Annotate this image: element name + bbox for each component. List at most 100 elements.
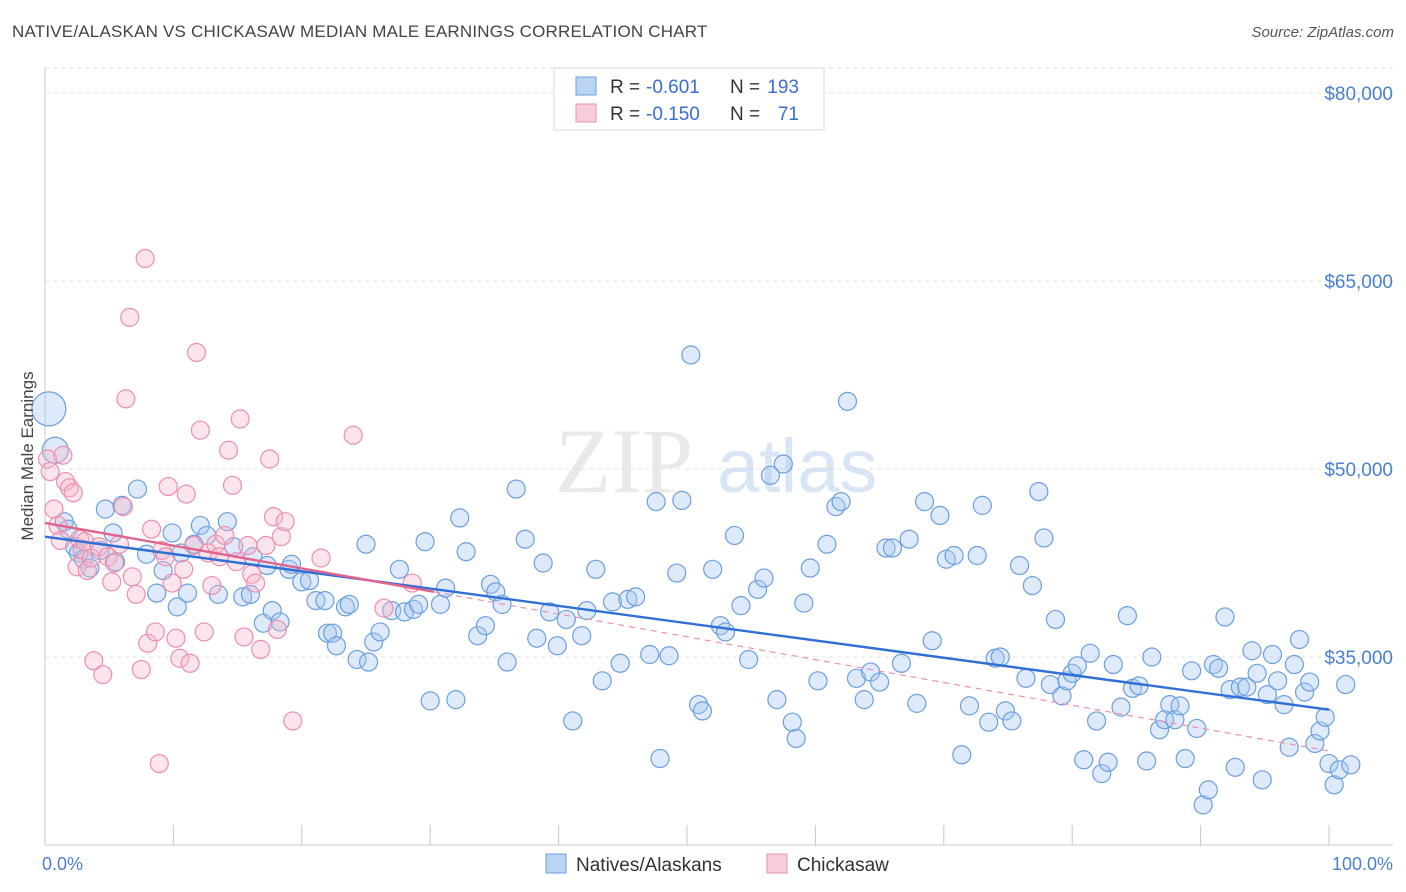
native-point-9 [95,499,115,519]
chickasaw-point-60 [256,535,276,556]
native-point-32 [262,601,282,621]
native-point-174 [1230,677,1251,697]
native-point-96 [724,525,745,546]
chickasaw-point-32 [149,753,169,774]
chickasaw-point-51 [219,440,239,460]
native-point-88 [667,563,687,583]
native-point-143 [1052,686,1072,706]
chickasaw-point-30 [141,519,162,539]
native-point-171 [1215,607,1235,627]
x-tick-label-max: 100.0% [1332,854,1393,874]
native-point-68 [506,479,526,499]
native-point-36 [292,572,312,592]
bottom-legend-label-natives: Natives/Alaskans [576,855,722,876]
native-point-152 [1103,654,1123,675]
native-point-86 [650,748,670,769]
chickasaw-point-66 [283,711,303,731]
native-point-104 [782,712,802,732]
native-point-130 [972,495,992,515]
native-point-105 [786,728,806,749]
native-point-0 [31,391,67,427]
native-point-100 [754,568,774,588]
chickasaw-point-56 [238,535,258,556]
chickasaw-point-67 [311,548,331,568]
x-tick-label-min: 0.0% [42,854,83,874]
native-point-47 [358,652,379,672]
legend-n-label-natives: N = [730,77,760,98]
native-point-127 [952,745,972,765]
chickasaw-point-26 [126,584,146,604]
chickasaw-point-0 [37,449,58,469]
legend-r-value-chickasaw: -0.150 [646,104,700,125]
native-point-180 [1262,644,1283,665]
chickasaw-point-27 [131,659,151,680]
native-point-181 [1268,671,1288,691]
native-point-97 [731,596,751,616]
native-point-62 [468,626,488,646]
native-point-107 [800,558,820,578]
source-label: Source: ZipAtlas.com [1251,24,1394,41]
chickasaw-point-52 [222,475,243,495]
native-point-42 [326,636,347,656]
chickasaw-point-58 [245,573,266,593]
chickasaw-point-40 [176,484,196,504]
correlation-legend: R = -0.601 N = 193 R = -0.150 N = 71 [553,67,825,131]
chickasaw-point-35 [158,476,178,497]
native-point-147 [1074,750,1094,770]
native-point-194 [1336,674,1356,695]
native-point-54 [409,594,429,614]
native-point-60 [450,508,470,528]
native-point-158 [1142,647,1162,667]
native-point-135 [1002,711,1022,731]
native-point-114 [854,690,874,710]
native-point-165 [1182,661,1202,681]
chickasaw-point-38 [170,648,190,668]
native-point-119 [891,653,912,673]
native-point-13 [127,479,148,499]
native-point-102 [767,690,787,710]
native-point-184 [1284,654,1304,675]
native-point-18 [167,597,187,617]
native-point-133 [990,647,1010,667]
native-point-121 [907,693,927,713]
native-point-164 [1175,748,1195,769]
native-point-106 [794,593,814,613]
native-point-20 [177,583,198,603]
chickasaw-point-65 [275,512,295,532]
native-point-61 [456,542,476,562]
native-point-93 [703,559,723,579]
chickasaw-point-36 [162,573,182,593]
chickasaw-point-24 [120,307,140,327]
chickasaw-point-44 [190,420,210,440]
trend-line-chickasaw [44,521,435,594]
chickasaw-point-14 [81,548,101,568]
chickasaw-point-28 [135,248,155,269]
native-point-101 [760,465,781,485]
trend-line-natives [44,535,1330,711]
native-point-151 [1098,752,1118,772]
chickasaw-point-15 [84,651,104,671]
watermark-zip: ZIP [555,410,693,512]
native-point-126 [944,545,964,566]
native-point-134 [995,701,1016,721]
native-point-192 [1324,775,1344,795]
chickasaw-point-17 [93,664,113,685]
native-point-191 [1319,753,1339,774]
native-point-120 [899,529,919,549]
native-point-160 [1155,710,1175,730]
native-point-118 [882,538,903,558]
series-legend: Natives/Alaskans Chickasaw [545,853,889,876]
native-point-188 [1305,733,1325,754]
y-tick-label-2: $65,000 [1324,272,1393,293]
native-point-122 [914,492,935,512]
native-point-22 [190,515,210,536]
native-point-136 [1009,555,1030,576]
native-point-33 [270,612,290,632]
chickasaw-point-50 [215,525,235,546]
native-point-154 [1117,606,1138,626]
native-point-71 [533,553,553,573]
native-point-84 [640,644,660,665]
y-tick-label-3: $80,000 [1324,84,1393,105]
native-point-73 [547,636,567,656]
bottom-legend-swatch-chickasaw [766,853,788,874]
